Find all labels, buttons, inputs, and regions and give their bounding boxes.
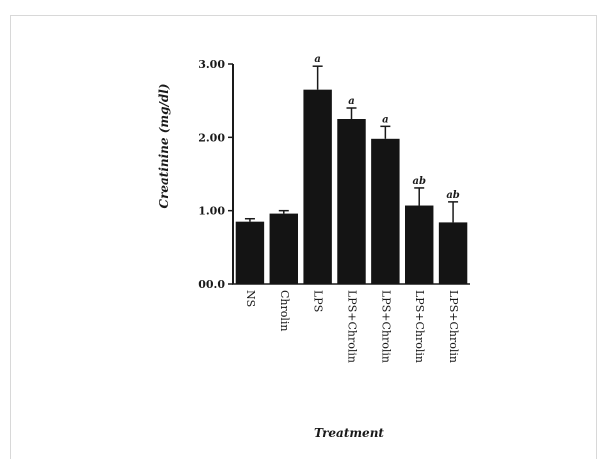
bar	[438, 222, 468, 284]
bar	[337, 119, 366, 284]
significance-label: a	[348, 96, 354, 107]
y-tick-label: 1.00	[198, 205, 225, 218]
significance-label: ab	[446, 190, 459, 201]
bar	[235, 221, 265, 284]
category-label: LPS+Chrolin	[379, 290, 392, 363]
category-label: LPS	[312, 290, 325, 312]
category-label: NS	[244, 290, 257, 307]
bar	[404, 205, 434, 284]
y-tick-label: 2.00	[198, 131, 225, 144]
category-labels-group: NS Chrolin LPS LPS+Chrolin LPS+Chrolin LPS+Ch…	[244, 290, 460, 363]
significance-label: a	[314, 54, 320, 65]
y-axis-title-group: Creatinine (mg/dl)	[157, 84, 171, 209]
category-label: LPS+Chrolin	[413, 290, 426, 363]
bars-group: a a a ab ab	[235, 54, 468, 285]
y-tick-label: 00.0	[198, 278, 225, 291]
y-axis-title: Creatinine (mg/dl)	[157, 84, 171, 209]
category-label: Chrolin	[278, 290, 291, 332]
category-label: LPS+Chrolin	[346, 290, 359, 363]
x-axis-title: Treatment	[314, 426, 384, 440]
category-label: LPS+Chrolin	[447, 290, 460, 363]
significance-label: ab	[412, 176, 425, 187]
bar	[303, 89, 332, 285]
y-ticks-group: 00.0 1.00 2.00 3.00	[198, 58, 233, 291]
bar	[269, 213, 299, 284]
significance-label: a	[382, 114, 388, 125]
y-tick-label: 3.00	[198, 58, 225, 71]
bar	[371, 138, 400, 284]
